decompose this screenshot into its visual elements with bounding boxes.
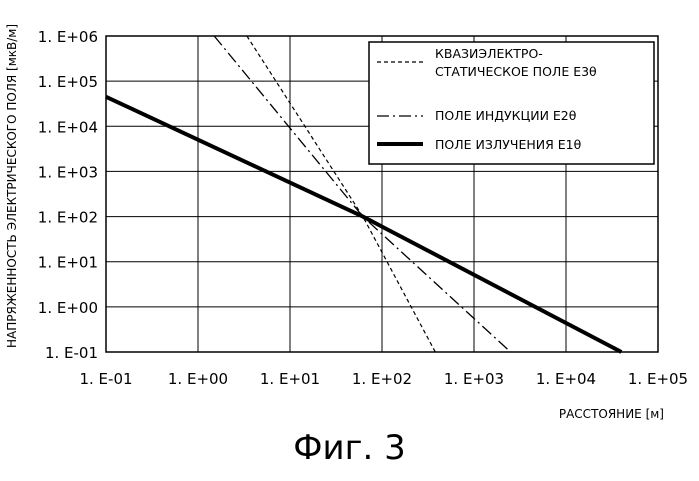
y-tick-label: 1. E-01 (45, 344, 98, 362)
x-tick-label: 1. E+03 (444, 370, 504, 388)
figure-caption: Фиг. 3 (0, 428, 699, 468)
y-tick-label: 1. E+03 (38, 163, 98, 181)
legend: КВАЗИЭЛЕКТРО- СТАТИЧЕСКОЕ ПОЛЕ E3θ ПОЛЕ ИН… (369, 42, 654, 164)
y-tick-label: 1. E+05 (38, 73, 98, 91)
chart: 1. E+06 1. E+05 1. E+04 1. E+03 1. E+02 1. E+… (0, 0, 699, 420)
x-tick-label: 1. E+02 (352, 370, 412, 388)
x-tick-label: 1. E+00 (168, 370, 228, 388)
legend-label-3: ПОЛЕ ИЗЛУЧЕНИЯ E1θ (435, 137, 581, 152)
legend-label-1: КВАЗИЭЛЕКТРО- (435, 46, 543, 61)
x-tick-label: 1. E-01 (79, 370, 132, 388)
legend-label-1: СТАТИЧЕСКОЕ ПОЛЕ E3θ (435, 64, 597, 79)
y-tick-label: 1. E+01 (38, 254, 98, 272)
y-tick-label: 1. E+02 (38, 209, 98, 227)
y-axis-label: НАПРЯЖЕННОСТЬ ЭЛЕКТРИЧЕСКОГО ПОЛЯ [мкВ/м… (5, 24, 19, 348)
x-tick-label: 1. E+04 (536, 370, 596, 388)
x-tick-label: 1. E+01 (260, 370, 320, 388)
x-axis-label: РАССТОЯНИЕ [м] (559, 407, 664, 420)
legend-label-2: ПОЛЕ ИНДУКЦИИ E2θ (435, 108, 576, 123)
y-tick-label: 1. E+00 (38, 299, 98, 317)
y-tick-label: 1. E+06 (38, 28, 98, 46)
y-tick-label: 1. E+04 (38, 118, 98, 136)
x-tick-label: 1. E+05 (628, 370, 688, 388)
